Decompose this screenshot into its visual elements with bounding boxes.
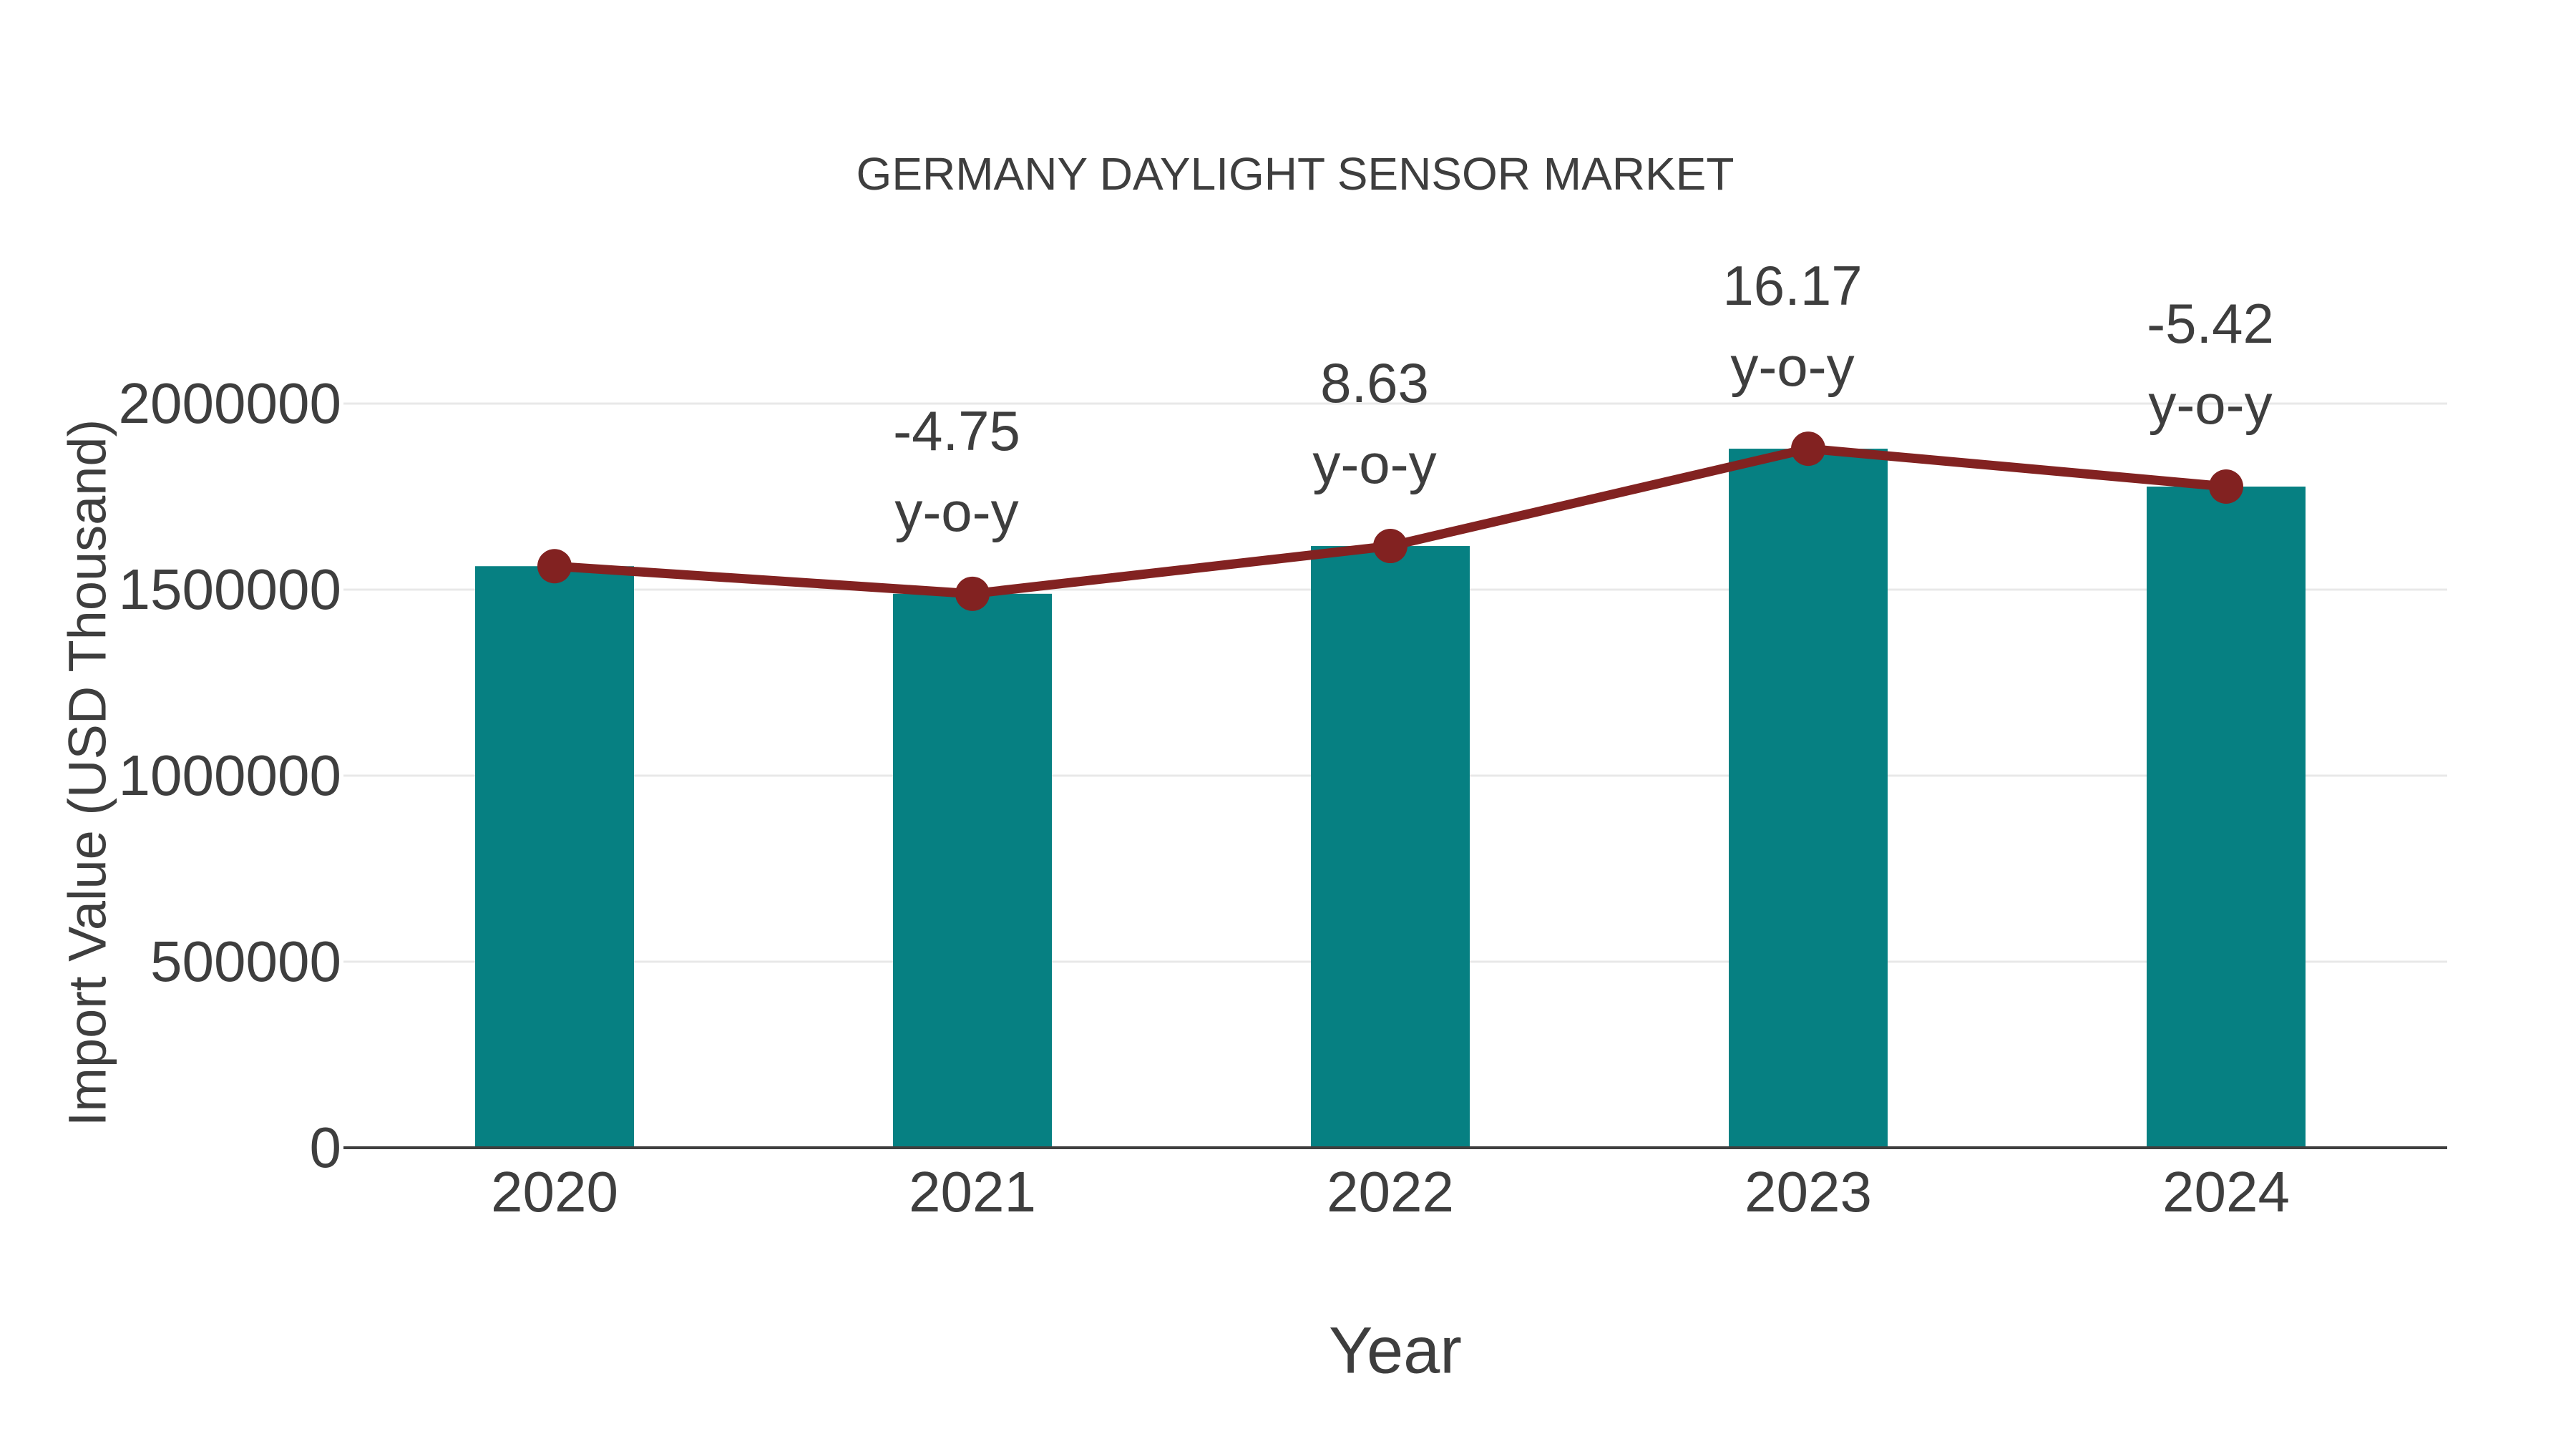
trend-marker-2023[interactable] — [1791, 431, 1825, 467]
annotation-value: -4.75 — [893, 399, 1020, 462]
chart-title: GERMANY DAYLIGHT SENSOR MARKET — [856, 148, 1735, 200]
bar-2024[interactable] — [2147, 487, 2306, 1148]
annotation-value: 16.17 — [1722, 254, 1863, 318]
bar-2020[interactable] — [475, 566, 634, 1148]
annotation-2023: 16.17 y-o-y — [1722, 245, 1862, 407]
annotation-value: -5.42 — [2147, 292, 2274, 355]
trend-marker-2020[interactable] — [537, 549, 572, 584]
trend-marker-2021[interactable] — [955, 576, 990, 611]
annotation-2021: -4.75 y-o-y — [893, 391, 1020, 552]
annotation-suffix: y-o-y — [1312, 432, 1437, 496]
x-tick-label-2022: 2022 — [1327, 1160, 1454, 1224]
annotation-suffix: y-o-y — [1730, 335, 1855, 399]
annotation-value: 8.63 — [1320, 351, 1429, 415]
x-axis-title: Year — [1329, 1314, 1462, 1387]
x-tick-label-2023: 2023 — [1745, 1160, 1872, 1224]
y-tick-label-1000000: 1000000 — [118, 743, 341, 807]
bar-2023[interactable] — [1729, 449, 1888, 1148]
annotation-2024: -5.42 y-o-y — [2147, 283, 2274, 445]
annotation-2022: 8.63 y-o-y — [1312, 343, 1436, 504]
trend-marker-2022[interactable] — [1373, 529, 1407, 564]
x-tick-label-2021: 2021 — [909, 1160, 1036, 1224]
y-tick-label-500000: 500000 — [150, 930, 341, 993]
trend-marker-2024[interactable] — [2209, 469, 2243, 504]
y-tick-label-1500000: 1500000 — [118, 557, 341, 621]
x-tick-label-2020: 2020 — [491, 1160, 618, 1224]
annotation-suffix: y-o-y — [2148, 373, 2273, 436]
y-axis-title: Import Value (USD Thousand) — [57, 419, 117, 1127]
x-tick-label-2024: 2024 — [2162, 1160, 2290, 1224]
bar-2022[interactable] — [1311, 546, 1470, 1148]
annotation-suffix: y-o-y — [894, 479, 1019, 543]
y-tick-label-2000000: 2000000 — [118, 371, 341, 435]
y-tick-label-0: 0 — [309, 1116, 342, 1179]
bar-2021[interactable] — [893, 593, 1052, 1148]
